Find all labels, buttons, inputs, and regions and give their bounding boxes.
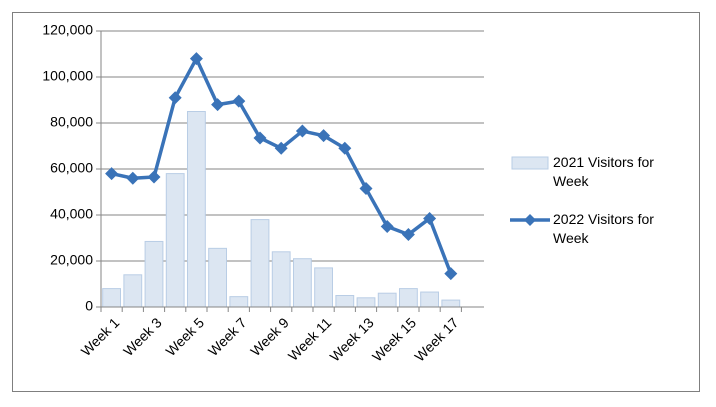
legend-marker [524, 214, 536, 226]
marker [232, 94, 246, 108]
y-tick-label: 120,000 [42, 22, 93, 38]
bar [208, 247, 228, 308]
bar [314, 267, 334, 308]
marker [359, 182, 373, 196]
x-tick-label: Week 15 [369, 314, 419, 364]
y-tick-label: 20,000 [50, 252, 93, 268]
bar [165, 173, 185, 308]
y-tick-label: 60,000 [50, 160, 93, 176]
marker [105, 167, 119, 181]
y-tick-label: 0 [85, 298, 93, 314]
x-tick-label: Week 3 [120, 314, 165, 359]
marker [147, 170, 161, 184]
bar [335, 295, 355, 308]
bar [441, 299, 461, 308]
marker [253, 131, 267, 145]
legend-label: 2021 Visitors for Week [553, 154, 654, 189]
bar [271, 251, 291, 308]
marker [338, 141, 352, 155]
bar [102, 288, 122, 308]
chart-border [12, 12, 700, 392]
bar [292, 258, 312, 308]
bar [398, 288, 418, 308]
x-tick-label: Week 5 [162, 314, 207, 359]
y-tick-label: 100,000 [42, 68, 93, 84]
marker [274, 141, 288, 155]
legend-label: 2022 Visitors for Week [553, 211, 654, 246]
bar [123, 274, 143, 308]
marker [126, 171, 140, 185]
marker [189, 52, 203, 66]
x-tick-label: Week 11 [285, 314, 335, 364]
legend-swatch [511, 156, 549, 170]
bar [250, 219, 270, 308]
marker [211, 98, 225, 112]
bar [186, 111, 206, 308]
x-tick-label: Week 7 [205, 314, 250, 359]
bar [377, 292, 397, 308]
bar [144, 240, 164, 308]
y-tick-label: 80,000 [50, 114, 93, 130]
marker [295, 124, 309, 138]
bar [420, 291, 440, 308]
bar [356, 297, 376, 308]
y-tick-label: 40,000 [50, 206, 93, 222]
marker [401, 228, 415, 242]
marker [423, 211, 437, 225]
x-tick-label: Week 13 [327, 314, 377, 364]
x-tick-label: Week 17 [411, 314, 461, 364]
marker [380, 220, 394, 233]
marker [444, 267, 458, 281]
marker [168, 91, 182, 105]
marker [317, 129, 331, 143]
bar [229, 296, 249, 308]
x-tick-label: Week 1 [78, 314, 123, 359]
